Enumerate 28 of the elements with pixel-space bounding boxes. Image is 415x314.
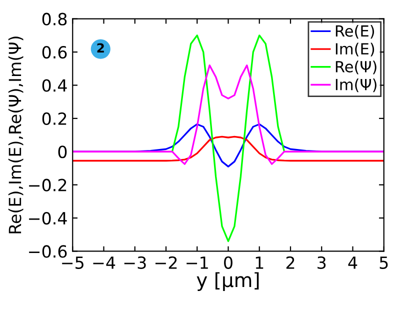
y-tick-label: 0 <box>58 146 67 158</box>
legend-label: Im(E) <box>336 42 374 56</box>
y-tick-label: 0.8 <box>42 12 67 26</box>
x-tick-label: 2 <box>286 256 294 269</box>
y-tick-label: 0.6 <box>42 46 67 59</box>
y-tick-label: −0.2 <box>29 178 66 192</box>
y-tick-label: 0.4 <box>42 79 67 92</box>
legend-label: Im(Ψ) <box>336 78 376 92</box>
x-tick-label: −1 <box>186 256 208 269</box>
y-axis-title: Re(E),Im(E),Re(Ψ),Im(Ψ) <box>8 36 24 234</box>
x-tick-label: −4 <box>93 256 116 269</box>
y-tick-label: −0.6 <box>29 245 67 258</box>
x-tick-label: 1 <box>256 256 264 269</box>
x-tick-label: 3 <box>318 256 326 269</box>
legend-label: Re(E) <box>336 24 374 39</box>
x-axis-title: y [µm] <box>196 272 259 292</box>
y-tick-label: 0.2 <box>42 112 66 125</box>
annotation: 2 <box>97 43 104 52</box>
x-tick-label: 0 <box>224 256 232 269</box>
line-series <box>72 136 384 162</box>
x-tick-label: 4 <box>348 256 358 269</box>
x-tick-label: −5 <box>62 256 84 269</box>
legend-label: Re(Ψ) <box>336 60 376 74</box>
x-tick-label: −3 <box>124 256 146 269</box>
y-tick-label: −0.4 <box>29 212 67 225</box>
x-tick-label: 5 <box>380 256 388 269</box>
line-series <box>171 34 286 242</box>
x-tick-label: −2 <box>155 256 177 269</box>
